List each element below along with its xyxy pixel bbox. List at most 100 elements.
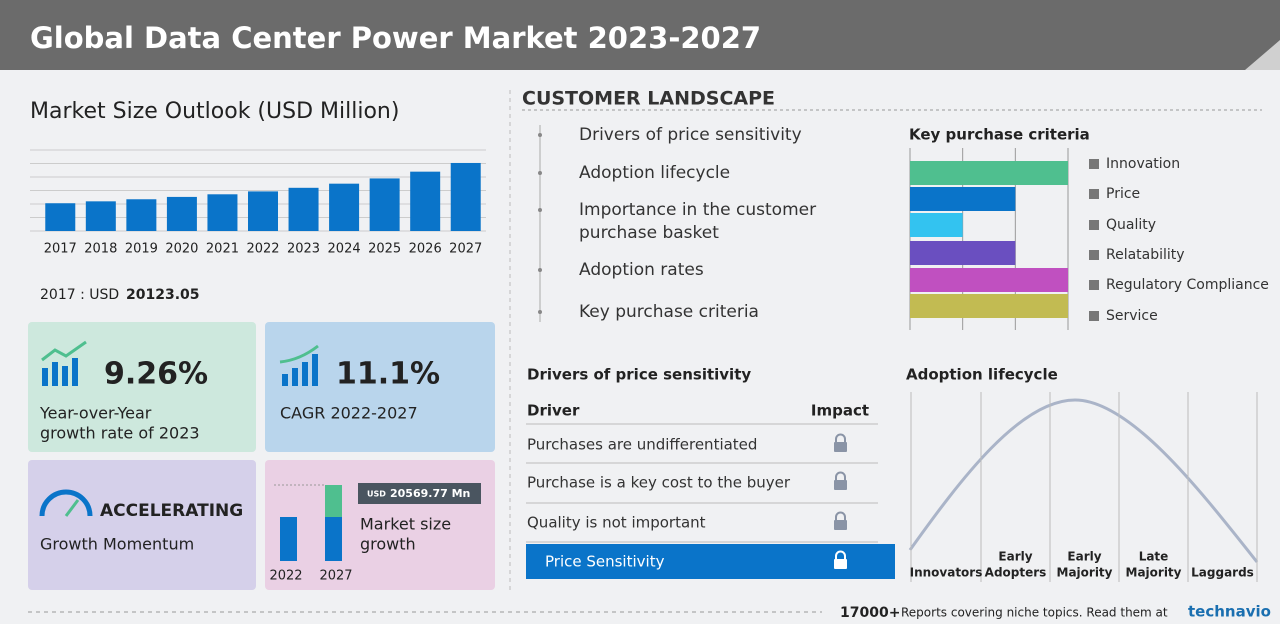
table-header: Driver — [527, 402, 580, 420]
lock-icon — [834, 520, 847, 530]
list-dot — [538, 171, 542, 175]
year-label: 2027 — [319, 569, 352, 584]
header-band — [0, 0, 1280, 70]
chart-title: Adoption lifecycle — [906, 366, 1058, 384]
bar — [166, 196, 197, 231]
x-tick-label: 2026 — [409, 242, 442, 257]
base-value: 20123.05 — [126, 287, 200, 303]
card-label: Growth Momentum — [40, 535, 194, 554]
list-dot — [538, 310, 542, 314]
card — [28, 322, 256, 452]
legend-icon — [1089, 220, 1099, 230]
list-item: Adoption rates — [579, 260, 704, 280]
layout — [28, 125, 1259, 590]
x-tick-label: 2022 — [246, 242, 279, 257]
bar — [329, 183, 360, 231]
list-dot — [538, 133, 542, 137]
list-item: Drivers of price sensitivity — [579, 125, 802, 145]
bar — [910, 213, 963, 237]
x-tick-label: 2020 — [165, 242, 198, 257]
bar — [910, 294, 1068, 318]
stage-label: Majority — [1057, 566, 1113, 580]
stage-label: Majority — [1126, 566, 1182, 580]
stage-label: Laggards — [1191, 566, 1254, 580]
x-tick-label: 2027 — [449, 242, 482, 257]
bar — [910, 187, 1016, 211]
stage-label: Early — [998, 550, 1032, 564]
list-item: purchase basket — [579, 223, 719, 243]
bar — [85, 201, 116, 231]
card-value: 11.1% — [336, 357, 440, 392]
label-box — [358, 483, 481, 504]
bar — [45, 203, 76, 231]
legend-label: Innovation — [1106, 156, 1180, 172]
legend-label: Quality — [1106, 217, 1156, 233]
lock-icon — [834, 480, 847, 490]
mini-bar — [325, 485, 342, 517]
card-value: 20569.77 Mn — [390, 487, 470, 500]
mini-bar — [280, 517, 297, 561]
list-item: Adoption lifecycle — [579, 163, 730, 183]
table-title: Drivers of price sensitivity — [527, 366, 751, 384]
currency: USD — [367, 490, 386, 499]
section-title: Market Size Outlook (USD Million) — [30, 99, 399, 124]
card-label: growth — [360, 535, 416, 554]
stage-label: Late — [1139, 550, 1169, 564]
lock-icon — [835, 511, 846, 520]
table-cell: Purchase is a key cost to the buyer — [527, 474, 791, 492]
bar — [450, 162, 481, 231]
legend-label: Price — [1106, 186, 1140, 202]
x-tick-label: 2018 — [84, 242, 117, 257]
lock-icon — [835, 433, 846, 442]
chart-title: Key purchase criteria — [909, 126, 1090, 144]
x-tick-label: 2017 — [44, 242, 77, 257]
card-value: ACCELERATING — [100, 501, 243, 521]
footer-count: 17000+ — [840, 605, 900, 621]
legend-icon — [1089, 159, 1099, 169]
card-label: growth rate of 2023 — [40, 424, 200, 443]
bar — [910, 241, 1016, 265]
card — [265, 322, 495, 452]
card-value: 9.26% — [104, 357, 208, 392]
x-tick-label: 2025 — [368, 242, 401, 257]
bar — [207, 194, 238, 231]
card-label: Year-over-Year — [39, 404, 152, 423]
x-tick-label: 2021 — [206, 242, 239, 257]
bar — [910, 268, 1068, 292]
bar — [288, 187, 319, 231]
lock-icon — [835, 471, 846, 480]
x-tick-label: 2023 — [287, 242, 320, 257]
legend-icon — [1089, 189, 1099, 199]
bar — [410, 171, 441, 231]
title: Global Data Center Power Market 2023-202… — [30, 21, 761, 55]
highlight-row — [526, 544, 895, 579]
legend-label: Relatability — [1106, 247, 1185, 263]
list-item: Importance in the customer — [579, 200, 816, 220]
legend-icon — [1089, 311, 1099, 321]
legend-label: Service — [1106, 308, 1158, 324]
stage-label: Early — [1067, 550, 1101, 564]
bar — [369, 178, 400, 231]
card-label: Market size — [360, 515, 451, 534]
bar — [910, 161, 1068, 185]
list-item: Key purchase criteria — [579, 302, 759, 322]
x-tick-label: 2024 — [328, 242, 361, 257]
lock-icon — [835, 550, 846, 559]
card — [28, 460, 256, 590]
x-tick-label: 2019 — [125, 242, 158, 257]
mini-bar — [325, 517, 342, 561]
brand[interactable]: technavio — [1188, 603, 1271, 621]
highlight-text: Price Sensitivity — [545, 553, 665, 571]
footer-text: Reports covering niche topics. Read them… — [901, 606, 1168, 620]
table-header: Impact — [811, 402, 869, 420]
header-corner — [1245, 40, 1280, 70]
lock-icon — [834, 442, 847, 452]
table-cell: Purchases are undifferentiated — [527, 436, 757, 454]
year-label: 2022 — [269, 569, 302, 584]
lock-icon — [834, 559, 847, 569]
list-dot — [538, 268, 542, 272]
list-dot — [538, 208, 542, 212]
section-title: CUSTOMER LANDSCAPE — [522, 88, 775, 110]
legend-label: Regulatory Compliance — [1106, 277, 1269, 293]
